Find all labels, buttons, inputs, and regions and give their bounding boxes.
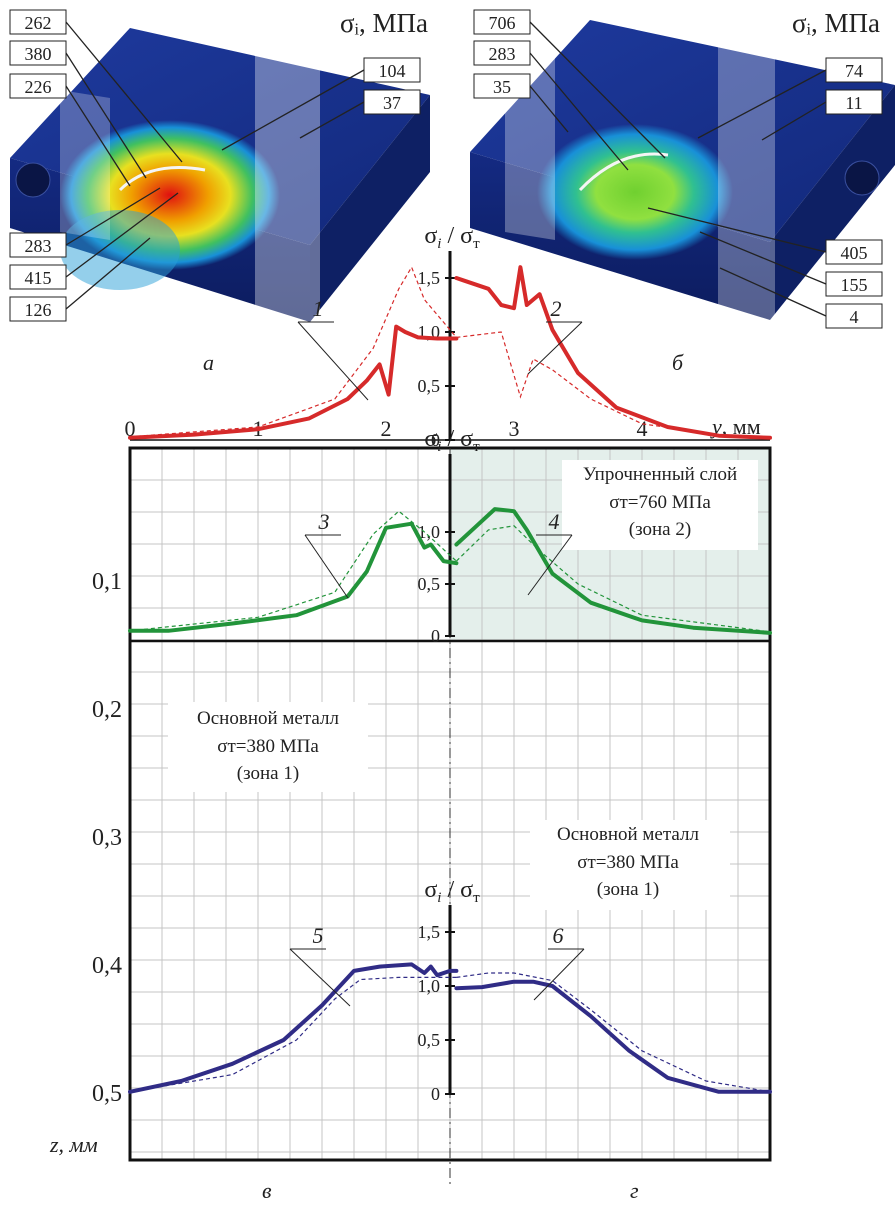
caption-b: б — [672, 350, 684, 375]
chart-base-metal: 0 0,5 1,0 1,5 σi / σт 5 6 — [128, 877, 772, 1104]
chart-2-curve-label-5: 5 — [313, 923, 324, 948]
chart-0-y-tick-label: 1,5 — [418, 268, 441, 288]
callout-a-4: 37 — [383, 93, 401, 113]
depth-axis-label: z, мм — [49, 1132, 98, 1157]
callout-a-0: 262 — [25, 13, 52, 33]
callout-a-6: 415 — [25, 268, 52, 288]
chart-0-y-label: σi / σт — [424, 223, 480, 252]
zone-left-line-2: σт=380 МПа — [217, 736, 319, 757]
callout-b-2: 35 — [493, 77, 511, 97]
zone-hardened-line-3: (зона 2) — [629, 519, 691, 540]
callout-b-5: 405 — [841, 243, 868, 263]
model-a-unit: σᵢ, МПа — [340, 8, 428, 38]
chart-1-series-4 — [454, 507, 772, 635]
model-a — [10, 25, 430, 330]
chart-1-y-tick-label: 1,0 — [418, 522, 441, 542]
model-b — [470, 18, 895, 348]
callout-a-3: 104 — [379, 61, 406, 81]
chart-0-x-tick-label: 2 — [381, 416, 392, 441]
caption-g: г — [630, 1178, 639, 1203]
zone-hardened-line-2: σт=760 МПа — [609, 492, 711, 513]
zone-right-line-2: σт=380 МПа — [577, 852, 679, 873]
chart-2-curve-leader — [289, 948, 351, 1007]
chart-2-y-tick-label: 1,5 — [418, 922, 441, 942]
depth-tick-3: 0,3 — [92, 825, 122, 851]
zone-label-base-left: Основной металл σт=380 МПа (зона 1) — [168, 702, 368, 792]
chart-0-curve-leader — [527, 321, 583, 375]
callout-a-1: 380 — [25, 44, 52, 64]
chart-1-curve-label-4: 4 — [549, 509, 560, 534]
callout-a-2: 226 — [25, 77, 52, 97]
callout-a-5: 283 — [25, 236, 52, 256]
chart-0-x-tick-label: 0 — [125, 416, 136, 441]
zone-hardened-line-1: Упрочненный слой — [583, 464, 737, 485]
chart-2-series-5 — [128, 962, 459, 1094]
caption-v: в — [262, 1178, 272, 1203]
chart-1-series-3 — [128, 521, 459, 633]
chart-0-y-tick-label: 0,5 — [418, 376, 441, 396]
chart-2-series-6 — [454, 979, 772, 1094]
callout-b-3: 74 — [845, 61, 863, 81]
chart-1-curve-label-3: 3 — [318, 509, 330, 534]
callout-b-0: 706 — [489, 13, 516, 33]
depth-tick-1: 0,1 — [92, 569, 122, 595]
chart-1-reference-curve — [129, 510, 457, 632]
chart-1-y-label: σi / σт — [424, 426, 480, 455]
chart-0-x-tick-label: 4 — [637, 416, 648, 441]
depth-tick-4: 0,4 — [92, 953, 122, 979]
chart-2-y-tick-label: 0,5 — [418, 1030, 441, 1050]
model-b-callouts: 706 283 35 74 11 405 155 4 — [473, 9, 883, 329]
model-b-unit: σᵢ, МПа — [792, 8, 880, 38]
zone-right-line-3: (зона 1) — [597, 879, 659, 900]
chart-2-curve-label-6: 6 — [553, 923, 564, 948]
chart-2-curve-leader — [533, 948, 585, 1001]
callout-b-7: 4 — [850, 307, 859, 327]
chart-2-y-tick-label: 1,0 — [418, 976, 441, 996]
zone-left-line-1: Основной металл — [197, 708, 339, 729]
chart-1-y-tick-label: 0,5 — [418, 574, 441, 594]
zone-left-line-3: (зона 1) — [237, 763, 299, 784]
callout-b-4: 11 — [845, 93, 862, 113]
chart-0-series-2 — [454, 265, 772, 440]
depth-tick-5: 0,5 — [92, 1081, 122, 1107]
chart-surface-profile: 00,51,01,5σi / σт0 1 2 3 4 y, мм1 2 — [125, 223, 772, 450]
chart-0-curve-label-2: 2 — [551, 296, 562, 321]
chart-2-reference-curve — [456, 972, 771, 1093]
chart-2-reference-curve — [129, 976, 457, 1093]
chart-0-curve-label-1: 1 — [313, 296, 324, 321]
caption-a: а — [203, 350, 214, 375]
chart-hardened-layer: 0 0,5 1,0 σi / σт 3 4 — [128, 426, 772, 646]
chart-0-curve-leader — [297, 321, 369, 401]
zone-label-hardened: Упрочненный слой σт=760 МПа (зона 2) — [562, 460, 758, 550]
callout-a-7: 126 — [25, 300, 52, 320]
model-a-callouts: 262 380 226 104 37 283 415 126 — [9, 9, 421, 322]
zone-right-line-1: Основной металл — [557, 824, 699, 845]
chart-0-x-tick-label: 3 — [509, 416, 520, 441]
callout-b-6: 155 — [841, 275, 868, 295]
chart-1-curve-leader — [527, 534, 573, 596]
depth-tick-2: 0,2 — [92, 697, 122, 723]
chart-0-y-tick-label: 0 — [431, 430, 440, 450]
chart-1-curve-leader — [304, 534, 349, 599]
chart-1-y-tick-label: 0 — [431, 626, 440, 646]
chart-2-y-tick-label: 0 — [431, 1084, 440, 1104]
depth-axis: 0,1 0,2 0,3 0,4 0,5 z, мм — [49, 569, 122, 1157]
callout-b-1: 283 — [489, 44, 516, 64]
chart-0-reference-curve — [129, 265, 457, 438]
chart-2-y-label: σi / σт — [424, 877, 480, 906]
zone-label-base-right: Основной металл σт=380 МПа (зона 1) — [530, 820, 730, 910]
chart-0-series-1 — [128, 324, 459, 440]
